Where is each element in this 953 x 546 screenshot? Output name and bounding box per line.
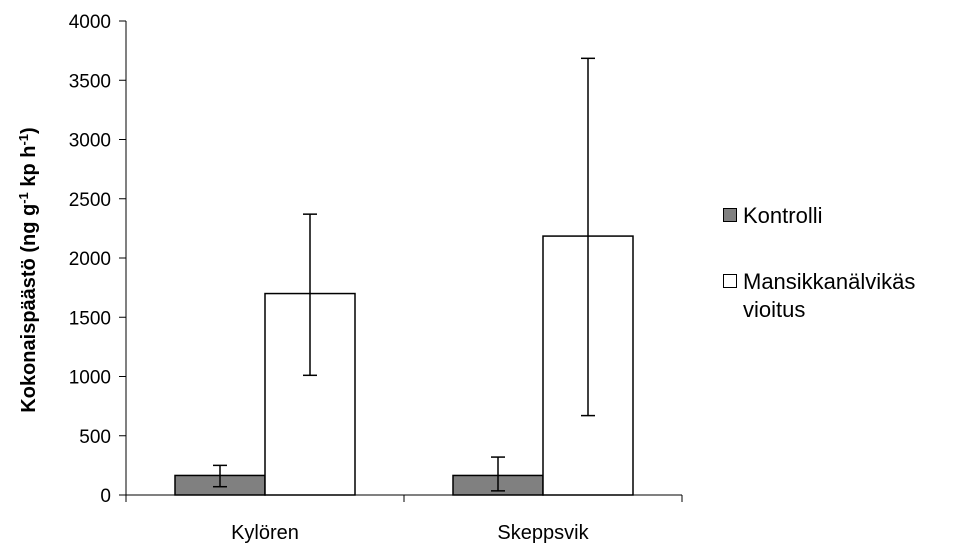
y-tick-label: 1000 [69,368,111,389]
legend-item-mansikkanalvikas: Mansikkanälvikäs vioitus [723,268,953,324]
y-tick-label: 0 [100,486,111,507]
y-tick-label: 3500 [69,71,111,92]
y-tick-label: 1500 [69,308,111,329]
legend-swatch-kontrolli [723,208,737,222]
x-axis: Kylören Skeppsvik [125,494,683,544]
error-bars [213,57,595,492]
y-axis-label: Kokonaispäästö (ng g-1 kp h-1) [16,127,40,412]
y-axis: 0 500 1000 1500 2000 2500 3000 3500 4000 [69,12,127,507]
y-tick-label: 2500 [69,190,111,211]
legend-item-kontrolli: Kontrolli [723,202,953,230]
legend: Kontrolli Mansikkanälvikäs vioitus [723,202,953,324]
legend-label-kontrolli: Kontrolli [743,203,823,228]
x-category-label: Kylören [231,522,299,544]
x-category-label: Skeppsvik [497,522,589,544]
legend-swatch-mansikkanalvikas [723,274,737,288]
legend-label-mansikkanalvikas: Mansikkanälvikäs vioitus [743,269,916,322]
y-tick-label: 4000 [69,12,111,33]
bars [174,235,634,496]
y-tick-label: 3000 [69,131,111,152]
y-tick-label: 2000 [69,249,111,270]
y-tick-label: 500 [79,427,111,448]
